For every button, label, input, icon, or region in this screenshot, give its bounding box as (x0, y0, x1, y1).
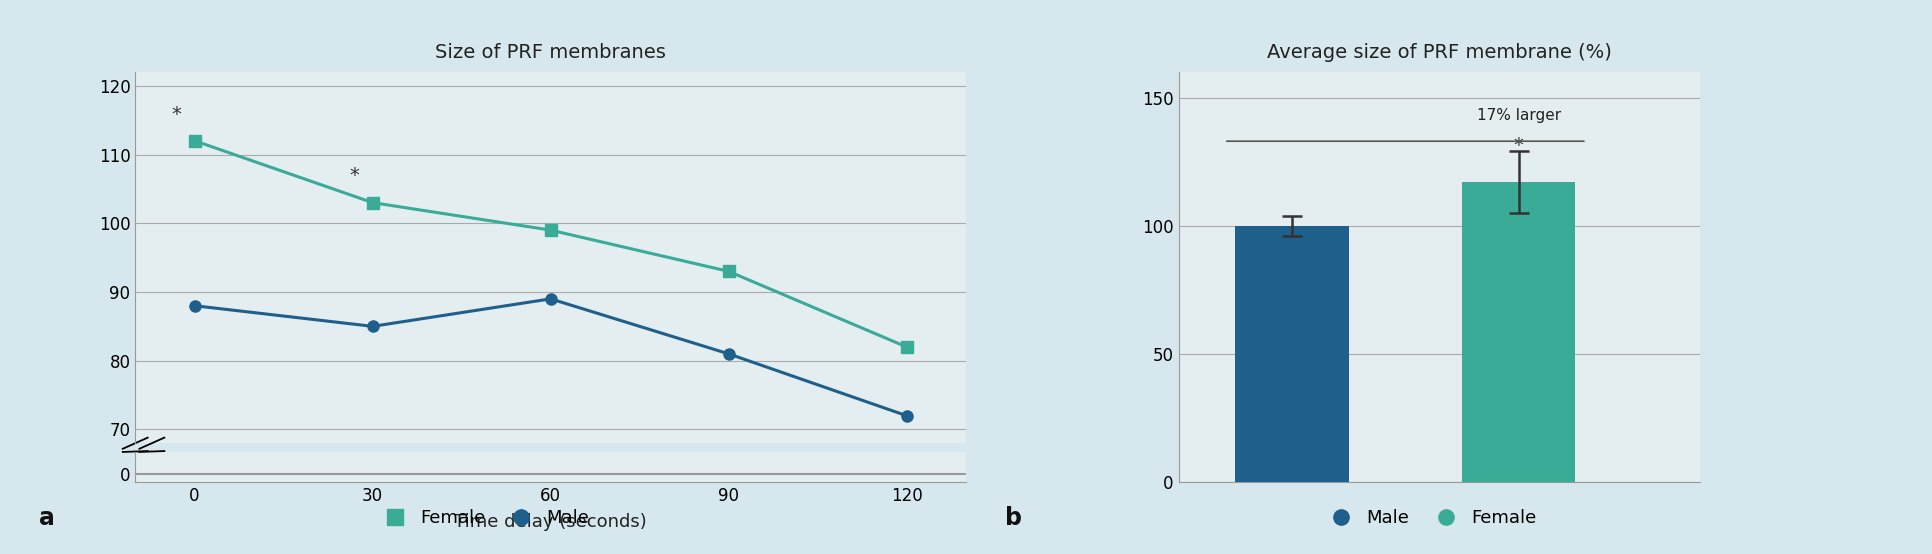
Male (184, 302, 207, 309)
Male (717, 351, 740, 357)
Female (895, 343, 918, 350)
Bar (1463, 182, 1575, 482)
Line: Female: Female (189, 135, 912, 352)
Female (717, 268, 740, 275)
Text: *: * (1515, 136, 1524, 155)
X-axis label: Time delay (seconds): Time delay (seconds) (454, 513, 647, 531)
Female (184, 137, 207, 144)
Text: a: a (39, 506, 54, 530)
Legend: Male, Female: Male, Female (1316, 502, 1544, 534)
Title: Size of PRF membranes: Size of PRF membranes (435, 43, 667, 62)
Female (361, 199, 384, 206)
Text: b: b (1005, 506, 1022, 530)
Line: Male: Male (189, 293, 912, 421)
Male (539, 295, 562, 302)
Title: Average size of PRF membrane (%): Average size of PRF membrane (%) (1267, 43, 1611, 62)
Bar (1235, 225, 1349, 482)
Text: 17% larger: 17% larger (1476, 108, 1561, 123)
Text: *: * (172, 105, 182, 124)
Female (539, 227, 562, 233)
Male (895, 412, 918, 419)
Male (361, 323, 384, 330)
Text: *: * (350, 166, 359, 186)
